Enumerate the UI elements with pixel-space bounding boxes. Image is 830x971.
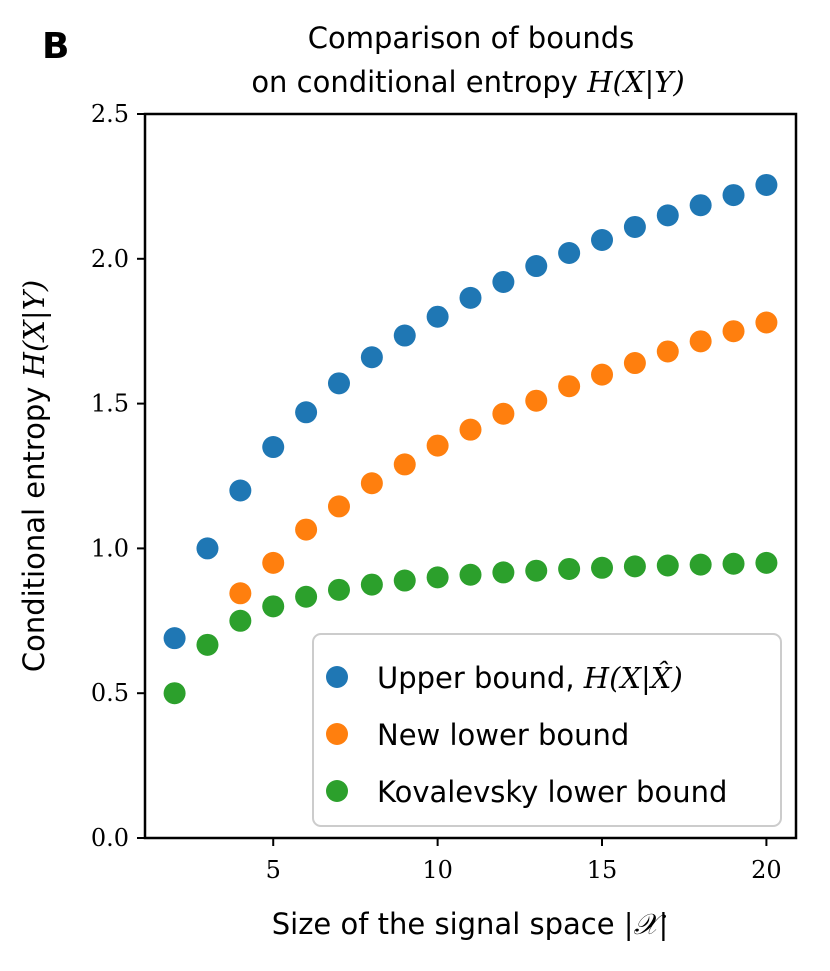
legend-entry-text: Upper bound, (377, 661, 584, 695)
data-point (459, 563, 482, 586)
y-axis-label: Conditional entropy H(X|Y) (17, 280, 51, 672)
data-point (459, 286, 482, 309)
y-tick-label: 2.5 (91, 100, 129, 128)
data-points (163, 173, 778, 705)
data-point (525, 559, 548, 582)
y-tick-label: 2.0 (91, 245, 129, 273)
chart-title-line2: on conditional entropy H(X|Y) (251, 65, 684, 99)
chart-title-line1: Comparison of bounds (308, 21, 634, 55)
y-tick-label: 0.0 (91, 824, 129, 852)
data-point (623, 555, 646, 578)
data-point (755, 551, 778, 574)
data-point (558, 557, 581, 580)
panel-label: B (42, 26, 69, 67)
data-point (327, 495, 350, 518)
data-point (656, 340, 679, 363)
y-axis-label-math: H(X|Y) (17, 280, 51, 378)
data-point (656, 204, 679, 227)
data-point (689, 553, 712, 576)
legend: Upper bound, H(X|X̂) New lower bound Koval… (312, 633, 782, 827)
data-point (262, 551, 285, 574)
data-point (492, 270, 515, 293)
data-point (755, 311, 778, 334)
data-point (722, 552, 745, 575)
y-tick-label: 1.5 (91, 390, 129, 418)
series-1 (229, 311, 778, 605)
y-axis-label-text: Conditional entropy (17, 377, 51, 672)
data-point (360, 472, 383, 495)
x-tick-label: 15 (587, 856, 618, 884)
data-point (327, 578, 350, 601)
chart-title-math: H(X|Y) (586, 65, 684, 99)
data-point (163, 682, 186, 705)
data-point (525, 389, 548, 412)
x-axis-label: Size of the signal space |𝒳| (272, 907, 669, 941)
data-point (426, 566, 449, 589)
plot-frame (143, 112, 798, 840)
axes (143, 112, 798, 840)
data-point (722, 184, 745, 207)
data-point (492, 402, 515, 425)
data-point (591, 556, 614, 579)
data-point (393, 569, 416, 592)
tick-group: 5 10 15 20 0.0 0.5 1.0 1.5 2.0 2.5 (91, 100, 782, 884)
data-point (591, 363, 614, 386)
data-point (623, 215, 646, 238)
data-point (262, 436, 285, 459)
data-point (196, 633, 219, 656)
series-0 (163, 173, 778, 650)
data-point (295, 518, 318, 541)
series-2 (163, 551, 778, 705)
data-point (196, 537, 219, 560)
x-tick-label: 20 (751, 856, 782, 884)
data-point (229, 479, 252, 502)
data-point (393, 453, 416, 476)
x-tick-label: 5 (266, 856, 281, 884)
data-point (623, 352, 646, 375)
data-point (558, 242, 581, 265)
data-point (327, 372, 350, 395)
data-point (755, 173, 778, 196)
data-point (525, 255, 548, 278)
legend-box (312, 633, 782, 827)
data-point (426, 434, 449, 457)
x-tick-label: 10 (422, 856, 453, 884)
legend-marker (326, 780, 348, 802)
data-point (426, 305, 449, 328)
data-point (360, 346, 383, 369)
legend-marker (326, 723, 348, 745)
data-point (689, 330, 712, 353)
data-point (360, 573, 383, 596)
data-point (393, 324, 416, 347)
data-point (689, 194, 712, 217)
data-point (722, 320, 745, 343)
data-point (295, 585, 318, 608)
legend-entry: Kovalevsky lower bound (377, 775, 727, 809)
x-axis-label-math: |𝒳| (624, 907, 668, 941)
x-axis-label-text: Size of the signal space (272, 907, 624, 941)
data-point (163, 627, 186, 650)
data-point (558, 375, 581, 398)
data-point (591, 228, 614, 251)
legend-entry-math: H(X|X̂) (583, 661, 683, 695)
legend-entry-text: New lower bound (377, 718, 629, 752)
data-point (295, 401, 318, 424)
legend-entry-text: Kovalevsky lower bound (377, 775, 727, 809)
legend-entry: New lower bound (377, 718, 629, 752)
y-tick-label: 0.5 (91, 679, 129, 707)
legend-entry: Upper bound, H(X|X̂) (377, 661, 683, 695)
chart-title-line2-text: on conditional entropy (251, 65, 587, 99)
data-point (459, 418, 482, 441)
y-tick-label: 1.0 (91, 534, 129, 562)
data-point (262, 595, 285, 618)
data-point (229, 582, 252, 605)
data-point (656, 554, 679, 577)
legend-marker (326, 666, 348, 688)
data-point (492, 561, 515, 584)
data-point (229, 609, 252, 632)
